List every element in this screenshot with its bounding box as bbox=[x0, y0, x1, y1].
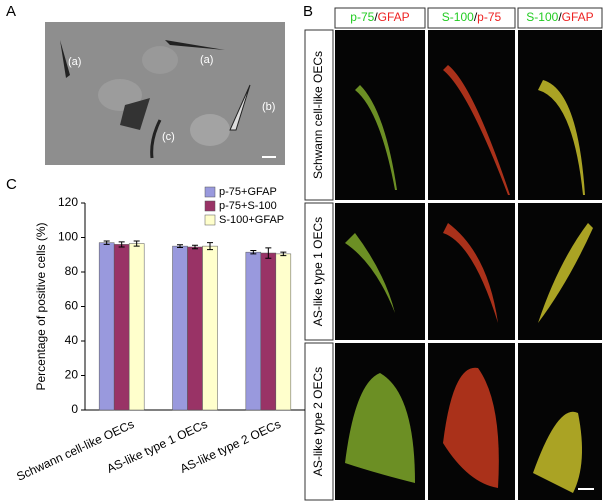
panel-label: C bbox=[6, 176, 17, 193]
y-tick-label: 80 bbox=[65, 264, 79, 278]
error-bar bbox=[265, 247, 272, 259]
error-bar bbox=[118, 241, 125, 248]
cell-label: (a) bbox=[200, 54, 213, 66]
row-label: AS-like type 1 OECs bbox=[311, 217, 325, 326]
y-tick-label: 60 bbox=[65, 299, 79, 313]
error-bar bbox=[207, 242, 213, 251]
y-tick-label: 20 bbox=[65, 368, 79, 382]
cell bbox=[443, 223, 498, 323]
column-header: S-100/GFAP bbox=[526, 10, 593, 24]
legend-label: p-75+S-100 bbox=[219, 200, 277, 212]
header-box bbox=[427, 7, 516, 29]
header-box bbox=[334, 7, 426, 29]
cell bbox=[345, 373, 415, 483]
header-part: GFAP bbox=[378, 10, 410, 24]
bar bbox=[275, 253, 292, 411]
header-part: / bbox=[374, 10, 378, 24]
cell bbox=[538, 80, 585, 195]
row-label: AS-like type 2 OECs bbox=[311, 367, 325, 476]
bar bbox=[245, 251, 262, 411]
cell bbox=[443, 65, 510, 195]
legend-label: p-75+GFAP bbox=[219, 186, 277, 198]
cell-label: (c) bbox=[162, 131, 175, 143]
x-tick-label: Schwann cell-like OECs bbox=[14, 417, 136, 484]
micrograph bbox=[335, 203, 425, 340]
error-bar bbox=[133, 240, 140, 247]
legend-swatch bbox=[204, 200, 216, 212]
legend-label: S-100+GFAP bbox=[219, 214, 284, 226]
cell bbox=[538, 223, 593, 323]
error-bar bbox=[103, 240, 110, 245]
column-header: p-75/GFAP bbox=[350, 10, 409, 24]
y-tick-label: 0 bbox=[71, 402, 78, 416]
cell bbox=[443, 367, 499, 488]
panel-label: A bbox=[6, 3, 16, 20]
bar bbox=[187, 246, 203, 411]
header-part: p-75 bbox=[350, 10, 374, 24]
micrograph-a: (a) (a) (b) (c) bbox=[45, 22, 285, 165]
bar bbox=[128, 243, 145, 411]
header-part: / bbox=[558, 10, 562, 24]
cell bbox=[345, 233, 395, 313]
header-box bbox=[517, 7, 603, 29]
y-tick-label: 100 bbox=[58, 230, 78, 244]
micrograph bbox=[518, 30, 602, 200]
cell bbox=[533, 411, 582, 493]
header-part: p-75 bbox=[477, 10, 501, 24]
legend-swatch bbox=[204, 214, 216, 226]
row-label-box bbox=[304, 202, 334, 341]
error-bar bbox=[250, 249, 257, 255]
header-part: S-100 bbox=[526, 10, 558, 24]
panel-label: B bbox=[303, 3, 313, 20]
bar bbox=[260, 252, 277, 411]
error-bar bbox=[177, 244, 183, 249]
header-part: S-100 bbox=[442, 10, 474, 24]
scale-bar bbox=[578, 488, 594, 490]
micrograph bbox=[428, 203, 515, 340]
column-header: S-100/p-75 bbox=[442, 10, 502, 24]
cell-label: (a) bbox=[68, 56, 81, 68]
bar bbox=[172, 245, 188, 411]
bar bbox=[113, 244, 130, 411]
legend-swatch bbox=[204, 186, 216, 198]
header-part: GFAP bbox=[562, 10, 594, 24]
header-part: / bbox=[474, 10, 478, 24]
row-label: Schwann cell-like OECs bbox=[311, 51, 325, 179]
y-axis-label: Percentage of positive cells (%) bbox=[34, 222, 48, 390]
bar bbox=[98, 242, 115, 411]
row-label-box bbox=[304, 29, 334, 201]
error-bar bbox=[280, 251, 287, 257]
bar-chart: 0 20 40 60 80 100 120 Percentage of positive ce… bbox=[14, 186, 305, 484]
cell-label: (b) bbox=[262, 101, 275, 113]
y-tick-label: 40 bbox=[65, 333, 79, 347]
y-tick-label: 120 bbox=[58, 195, 78, 209]
error-bar bbox=[192, 244, 198, 250]
micrograph bbox=[335, 30, 425, 200]
bar bbox=[202, 245, 218, 411]
row-label-box bbox=[304, 342, 334, 501]
